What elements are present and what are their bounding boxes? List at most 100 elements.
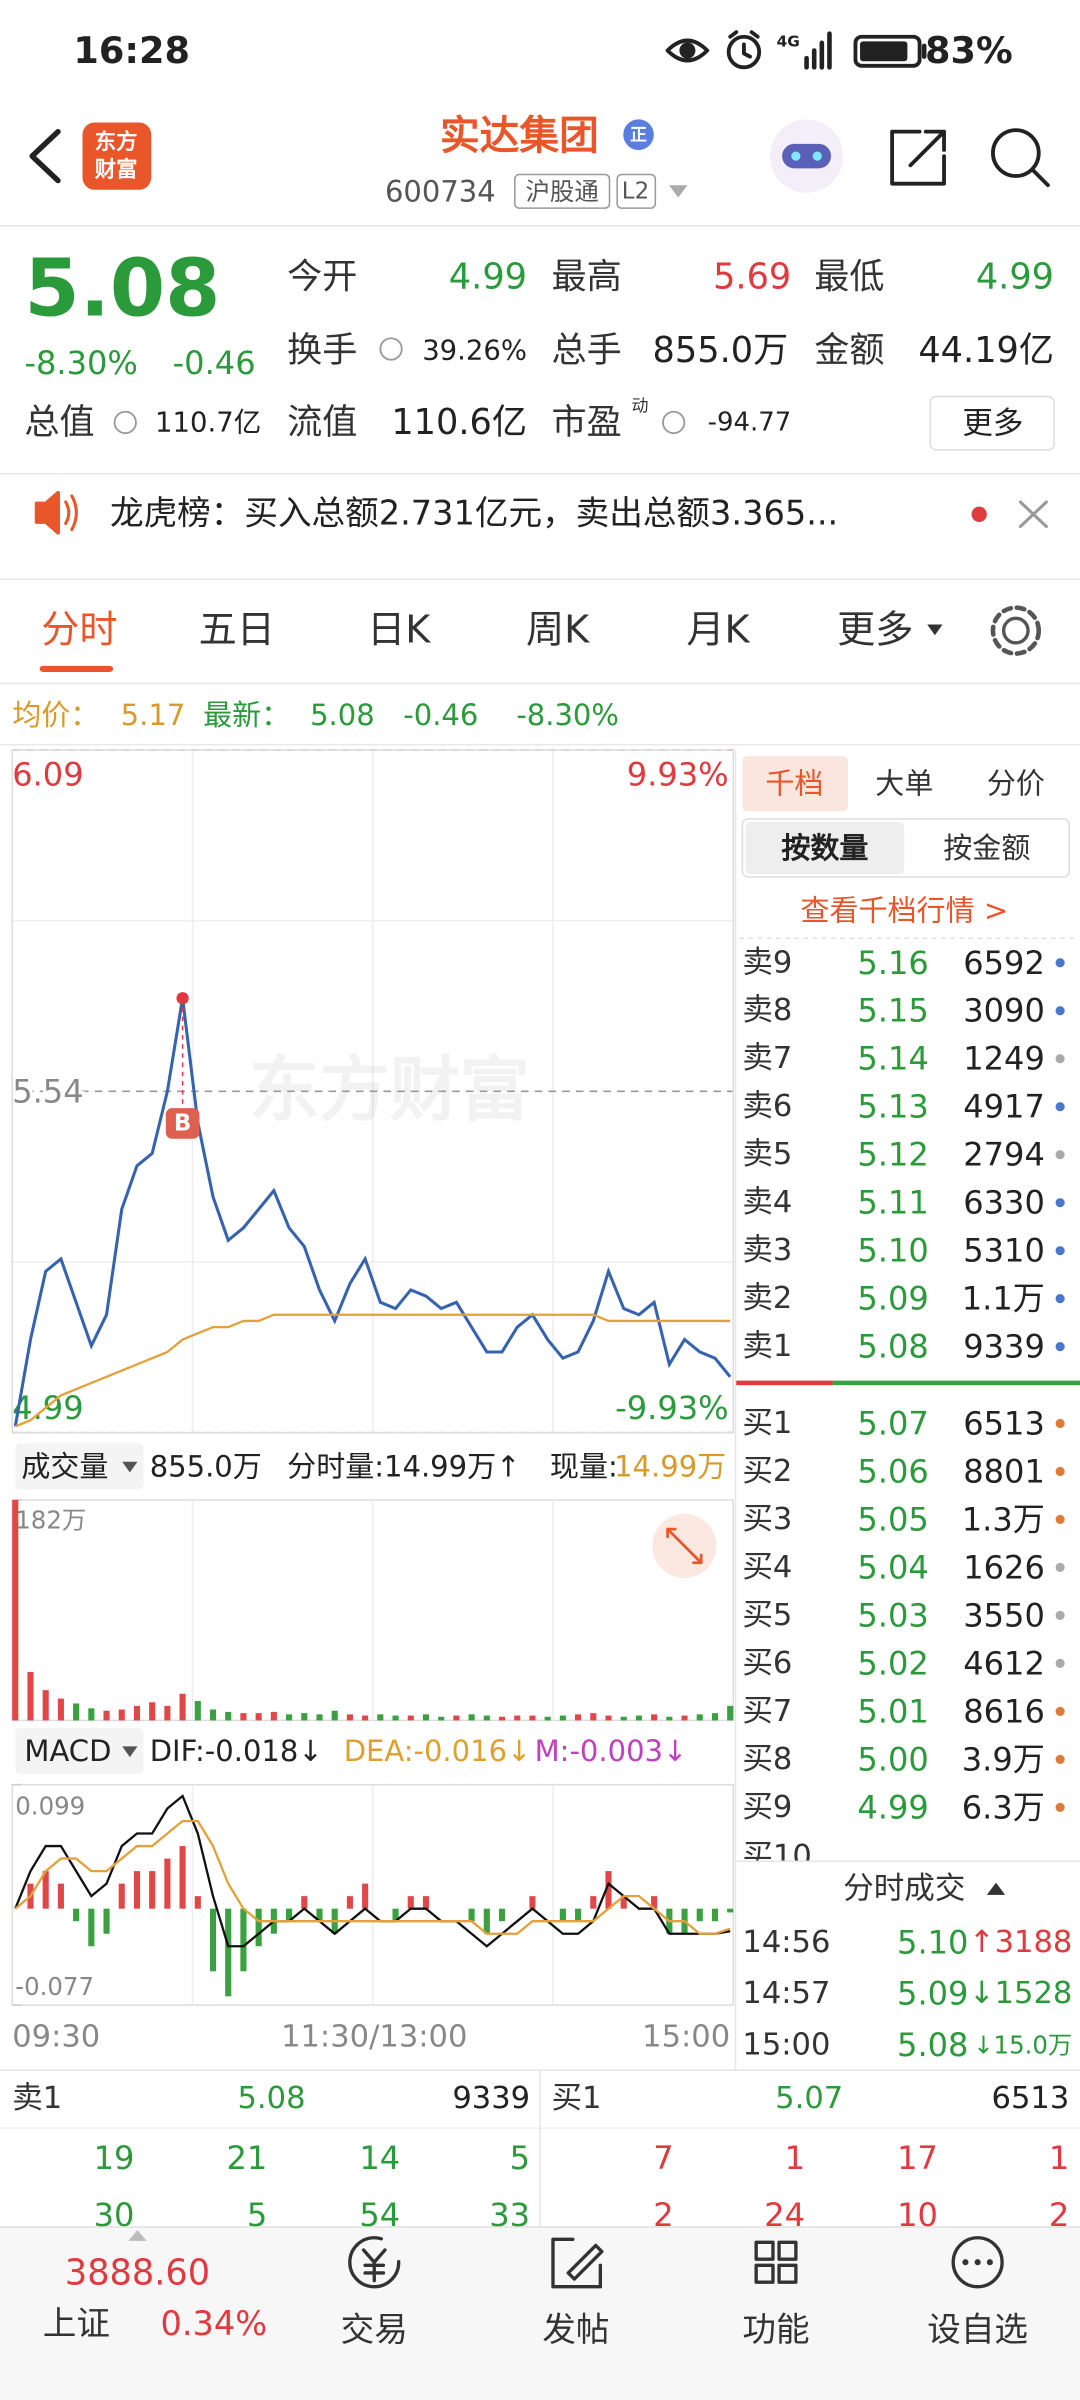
table-cell: 2: [653, 2196, 673, 2234]
book-price: 4.99: [857, 1788, 928, 1826]
nav-item[interactable]: 设自选: [927, 2310, 1028, 2349]
field-label: 最高: [551, 257, 621, 298]
book-volume: 2794: [963, 1136, 1045, 1174]
spread-bar: [736, 1380, 833, 1386]
info-icon[interactable]: [113, 410, 137, 435]
macd-bar: [149, 1871, 156, 1909]
volume-bar: [696, 1714, 703, 1721]
volume-bar: [651, 1714, 658, 1721]
index-value[interactable]: 3888.60: [65, 2252, 210, 2293]
chart-tab[interactable]: 分时: [41, 609, 117, 653]
volume-bar: [331, 1710, 338, 1721]
status-network: 4G: [777, 32, 800, 50]
volume-bar: [73, 1703, 80, 1721]
trades-title[interactable]: 分时成交: [843, 1871, 965, 1906]
index-name[interactable]: 上证: [43, 2304, 110, 2343]
info-icon[interactable]: [379, 337, 403, 361]
chart-tab[interactable]: 日K: [367, 609, 431, 653]
nav-icon: [777, 2240, 798, 2261]
speaker-icon: [64, 494, 78, 532]
field-value: 4.99: [976, 257, 1054, 298]
y-tick-label: 182万: [15, 1505, 86, 1534]
trade-time: 14:57: [742, 1976, 830, 2011]
field-label: 总值: [24, 402, 94, 443]
index-change[interactable]: 0.34%: [161, 2304, 268, 2343]
stock-code: 600734: [385, 174, 496, 208]
trade-marker[interactable]: [165, 1108, 200, 1139]
table-cell: 21: [227, 2139, 268, 2177]
logo-box[interactable]: [82, 122, 152, 190]
logo-text[interactable]: 东方: [95, 129, 138, 155]
status-time: 16:28: [73, 29, 190, 72]
book-price: 5.10: [857, 1232, 928, 1270]
table-cell: 5.08: [237, 2081, 305, 2116]
dif-line: [14, 1794, 731, 1948]
mode-tab[interactable]: 按数量: [781, 831, 868, 865]
book-label: 卖2: [742, 1281, 792, 1316]
book-dot: [1055, 1246, 1065, 1256]
ticker-text[interactable]: 龙虎榜：买入总额2.731亿元，卖出总额3.365...: [110, 493, 838, 532]
book-volume: 4917: [963, 1088, 1045, 1126]
volume-bar: [529, 1715, 536, 1721]
book-label: 卖5: [742, 1137, 792, 1172]
field-value: 110.6亿: [391, 402, 527, 443]
mode-tab[interactable]: 按金额: [943, 831, 1030, 865]
book-label: 卖7: [742, 1041, 792, 1076]
logo-text[interactable]: 财富: [95, 156, 138, 182]
book-dot: [1055, 1514, 1065, 1525]
table-cell: 卖1: [12, 2081, 62, 2116]
volume-bar: [559, 1715, 566, 1721]
divider: [0, 682, 1080, 685]
macd-bar: [103, 1908, 110, 1934]
info-icon[interactable]: [662, 410, 686, 435]
book-label: 卖6: [742, 1089, 792, 1124]
volume-bar: [681, 1715, 688, 1721]
eye-icon: [679, 42, 696, 59]
indicator-select[interactable]: MACD: [24, 1734, 111, 1768]
field-value: 4.99: [449, 257, 527, 298]
chart-tab[interactable]: 更多: [837, 609, 913, 653]
panel-tab[interactable]: 大单: [875, 767, 933, 801]
divider: [0, 224, 1080, 227]
share-button[interactable]: [890, 129, 946, 186]
macd-bar: [590, 1896, 597, 1909]
panel-tab[interactable]: 分价: [987, 767, 1045, 801]
chart-tab[interactable]: 五日: [199, 609, 275, 653]
macd-bar: [605, 1871, 612, 1909]
settings-button[interactable]: [1001, 616, 1030, 645]
divider: [539, 2069, 541, 2228]
tag: L2: [622, 178, 649, 204]
book-volume: 1.1万: [962, 1280, 1045, 1318]
indicator-select[interactable]: 成交量: [21, 1449, 108, 1483]
book-volume: 3550: [963, 1596, 1045, 1634]
more-button[interactable]: 更多: [962, 406, 1023, 441]
nav-item[interactable]: 发帖: [542, 2310, 609, 2349]
volume-bar: [88, 1708, 95, 1721]
depth-link[interactable]: 查看千档行情 >: [801, 894, 1009, 928]
divider: [734, 749, 737, 2070]
alarm-icon: [726, 34, 762, 70]
close-button[interactable]: [1018, 500, 1048, 529]
info-item: 5.08: [310, 698, 375, 732]
search-button[interactable]: [991, 128, 1041, 178]
back-button[interactable]: [29, 128, 61, 184]
book-price: 5.01: [857, 1692, 928, 1730]
volume-bar: [666, 1716, 673, 1721]
dea-value: DEA:-0.016↓: [344, 1734, 532, 1768]
chart-tab[interactable]: 月K: [686, 609, 750, 653]
book-volume: 1.3万: [962, 1500, 1045, 1538]
book-label: 买9: [742, 1790, 792, 1825]
nav-item[interactable]: 功能: [742, 2310, 809, 2349]
field-value: -94.77: [708, 407, 792, 437]
y-tick-label: 5.54: [12, 1072, 83, 1110]
y-tick-label: 4.99: [12, 1389, 83, 1427]
volume-bar: [711, 1713, 719, 1721]
nav-item[interactable]: 交易: [341, 2310, 408, 2349]
more-button[interactable]: [929, 395, 1055, 451]
chart-tab[interactable]: 周K: [526, 609, 590, 653]
field-value: 5.69: [713, 257, 791, 298]
dropdown-box[interactable]: [15, 1728, 144, 1774]
book-dot: [1055, 958, 1065, 968]
dropdown-box[interactable]: [15, 1443, 144, 1490]
panel-tab[interactable]: 千档: [765, 767, 823, 801]
